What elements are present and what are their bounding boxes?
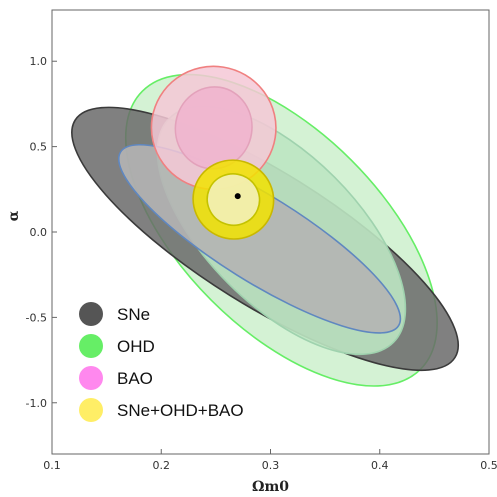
contour-sne-inner (117, 143, 402, 334)
legend-label-sne: SNe (117, 305, 150, 324)
legend-swatch-sne-ohd-bao (79, 398, 103, 422)
y-tick-label: -1.0 (26, 397, 47, 410)
y-tick-label: 0.5 (30, 141, 48, 154)
x-axis-label: Ωm0 (252, 479, 289, 495)
legend-swatch-ohd (79, 334, 103, 358)
legend-label-ohd: OHD (117, 337, 155, 356)
legend-label-bao: BAO (117, 369, 153, 388)
x-tick-label: 0.5 (480, 459, 497, 472)
confidence-contours (71, 65, 460, 387)
x-tick-label: 0.4 (371, 459, 389, 472)
legend-swatch-sne (79, 302, 103, 326)
legend-swatch-bao (79, 366, 103, 390)
contour-sne-ohd-bao-inner (206, 173, 261, 227)
y-tick-label: 0.0 (30, 226, 48, 239)
x-tick-label: 0.1 (43, 459, 61, 472)
legend: SNe OHD BAO SNe+OHD+BAO (79, 302, 244, 422)
x-tick-label: 0.3 (262, 459, 280, 472)
axis-ticks: 0.1 0.2 0.3 0.4 0.5 1.0 0.5 0.0 -0.5 -1.0 (26, 55, 497, 472)
x-tick-label: 0.2 (153, 459, 171, 472)
best-fit-point (234, 193, 241, 200)
y-tick-label: 1.0 (30, 55, 48, 68)
legend-label-sne-ohd-bao: SNe+OHD+BAO (117, 401, 244, 420)
y-tick-label: -0.5 (26, 311, 47, 324)
y-axis-label: α (6, 210, 22, 221)
